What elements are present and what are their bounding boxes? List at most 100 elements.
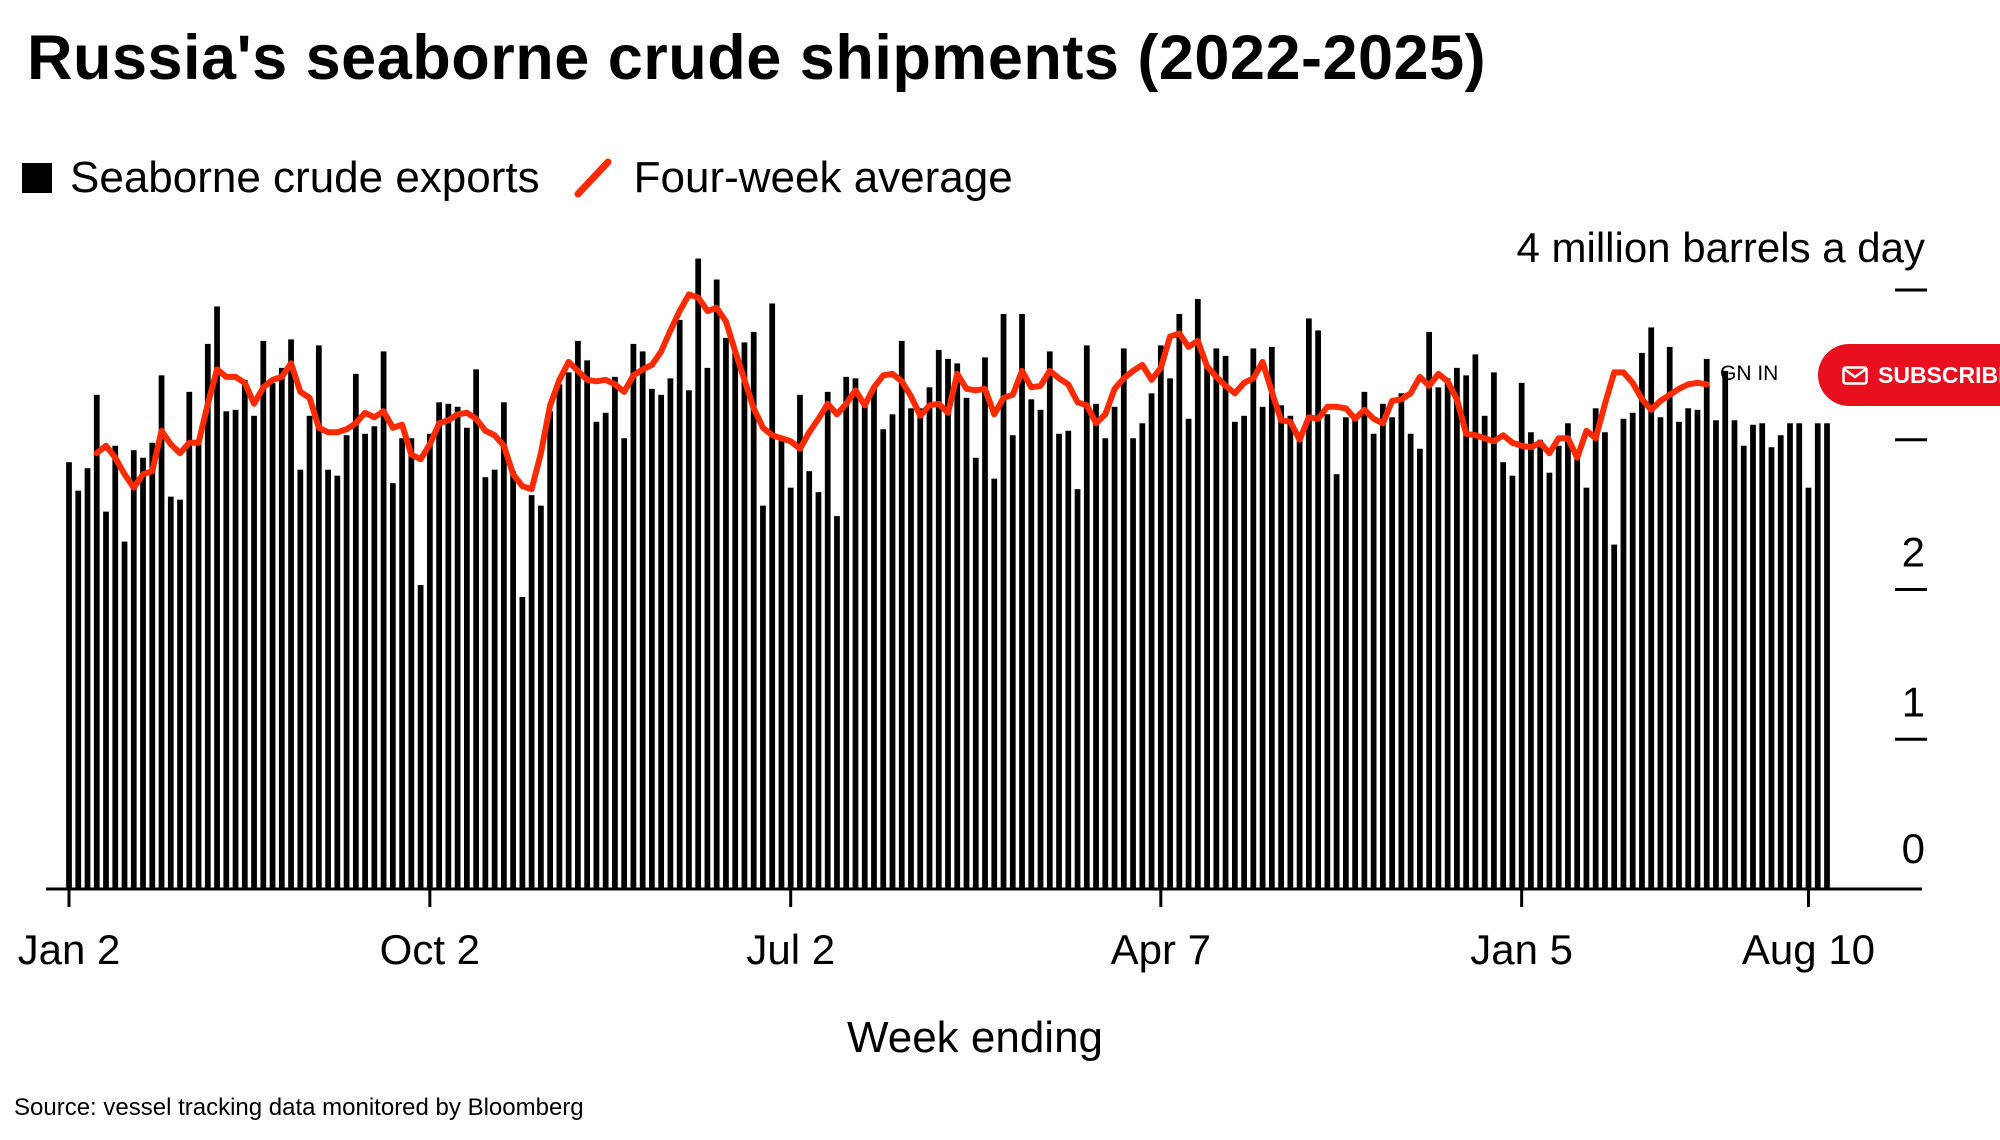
export-bar: [982, 357, 988, 889]
export-bar: [1824, 423, 1830, 889]
export-bar: [1426, 331, 1433, 889]
export-bar: [223, 411, 230, 889]
export-bar: [232, 409, 239, 889]
export-bar: [658, 394, 665, 889]
export-bar: [843, 376, 850, 889]
y-tick-label: 2: [1902, 529, 1925, 576]
export-bar: [621, 438, 628, 889]
export-bar: [1787, 423, 1793, 889]
export-bar: [1139, 423, 1146, 889]
export-bar: [695, 258, 702, 889]
export-bar: [686, 390, 692, 889]
export-bar: [1602, 432, 1608, 889]
export-bar: [1296, 432, 1303, 889]
export-bar: [797, 394, 803, 889]
export-bar: [1583, 487, 1590, 889]
export-bar: [741, 342, 748, 889]
export-bar: [167, 496, 174, 889]
export-bar: [1370, 433, 1377, 889]
bars-layer: [66, 258, 1830, 890]
export-bar: [1009, 435, 1016, 889]
export-bar: [528, 495, 535, 889]
export-bar: [315, 345, 322, 889]
export-bar: [306, 415, 313, 889]
export-bar: [778, 436, 785, 889]
chart-title: Russia's seaborne crude shipments (2022-…: [27, 23, 1487, 93]
x-tick-label: Jul 2: [746, 926, 835, 973]
export-bar: [1352, 414, 1358, 889]
export-bar: [1666, 346, 1673, 889]
export-bar: [1380, 403, 1386, 889]
export-bar: [1102, 438, 1109, 889]
export-bar: [565, 372, 572, 889]
export-bar: [750, 331, 757, 889]
export-bar: [1472, 354, 1479, 889]
export-bar: [908, 408, 914, 889]
export-bar: [991, 478, 998, 889]
source-note: Source: vessel tracking data monitored b…: [14, 1094, 584, 1121]
export-bar: [898, 340, 905, 889]
export-bar: [1046, 351, 1053, 889]
subscribe-button[interactable]: SUBSCRIBE: [1818, 344, 2000, 406]
export-bar: [584, 360, 591, 889]
export-bar: [158, 375, 165, 889]
export-bar: [1639, 352, 1645, 889]
export-bar: [1278, 405, 1284, 889]
export-bar: [1028, 399, 1035, 889]
export-bar: [1685, 408, 1692, 889]
export-bar: [1629, 412, 1636, 889]
export-bar: [889, 414, 896, 889]
export-bar: [84, 468, 91, 889]
export-bar: [1241, 415, 1247, 889]
export-bar: [1250, 348, 1257, 889]
export-bar: [1528, 432, 1534, 889]
export-bar: [510, 471, 516, 889]
export-bar: [1167, 378, 1173, 889]
x-tick-label: Jan 5: [1470, 926, 1573, 973]
export-bar: [436, 402, 442, 889]
export-bar: [1592, 408, 1599, 889]
export-bar: [204, 343, 211, 889]
export-bar: [1204, 366, 1210, 889]
export-bar: [1231, 421, 1238, 889]
export-bar: [1315, 330, 1321, 889]
export-bar: [1481, 415, 1488, 889]
export-bar: [1694, 409, 1701, 889]
export-bar: [1768, 447, 1775, 889]
x-tick-label: Apr 7: [1111, 926, 1211, 973]
export-bar: [288, 339, 294, 889]
export-bar: [1148, 393, 1155, 889]
export-bar: [130, 450, 137, 889]
sign-in-link[interactable]: GN IN: [1720, 362, 1779, 385]
export-bar: [195, 444, 202, 889]
export-bar: [1435, 387, 1442, 889]
export-bar: [1611, 544, 1618, 889]
export-bar: [676, 319, 683, 889]
export-bar: [251, 415, 257, 889]
export-bar: [297, 469, 304, 889]
export-bar: [1093, 403, 1099, 889]
export-bar: [1463, 375, 1470, 889]
export-bar: [871, 387, 877, 889]
export-bar: [1676, 421, 1682, 889]
export-bar: [602, 412, 609, 889]
export-bar: [362, 433, 368, 889]
export-bar: [1703, 358, 1710, 889]
export-bar: [519, 596, 526, 889]
x-tick-label: Oct 2: [380, 926, 480, 973]
export-bar: [1157, 345, 1164, 889]
export-bar: [935, 349, 942, 889]
export-bar: [1213, 348, 1220, 889]
export-bar: [241, 379, 248, 889]
export-bar: [1120, 348, 1127, 889]
export-bar: [1194, 298, 1201, 889]
export-bar: [972, 457, 979, 889]
export-bar: [1740, 445, 1747, 889]
export-bar: [1796, 423, 1803, 889]
export-bar: [1444, 378, 1451, 889]
export-bar: [760, 505, 766, 889]
export-bar: [482, 477, 489, 889]
export-bar: [1731, 420, 1738, 889]
export-bar: [1083, 345, 1090, 889]
export-bar: [1389, 417, 1395, 889]
